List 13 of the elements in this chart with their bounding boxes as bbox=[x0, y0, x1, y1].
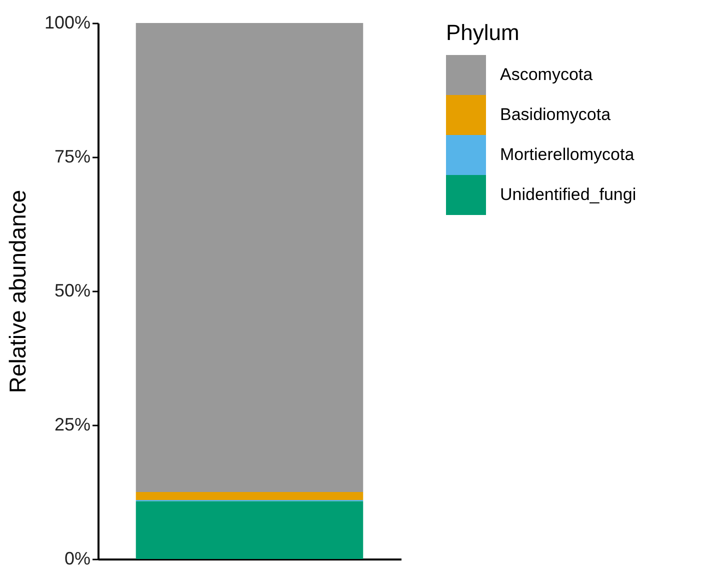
y-tick-label: 75% bbox=[54, 146, 90, 166]
legend-title: Phylum bbox=[446, 20, 520, 45]
y-axis-title: Relative abundance bbox=[4, 190, 30, 394]
bar bbox=[136, 501, 364, 559]
legend-label: Unidentified_fungi bbox=[500, 185, 636, 204]
y-tick-label: 100% bbox=[44, 12, 90, 32]
y-tick-label: 50% bbox=[54, 280, 90, 300]
legend-label: Basidiomycota bbox=[500, 105, 612, 124]
legend-label: Mortierellomycota bbox=[500, 145, 635, 164]
y-tick-label: 0% bbox=[64, 548, 90, 568]
bar bbox=[136, 492, 364, 500]
y-tick-label: 25% bbox=[54, 414, 90, 434]
legend-label: Ascomycota bbox=[500, 65, 594, 84]
